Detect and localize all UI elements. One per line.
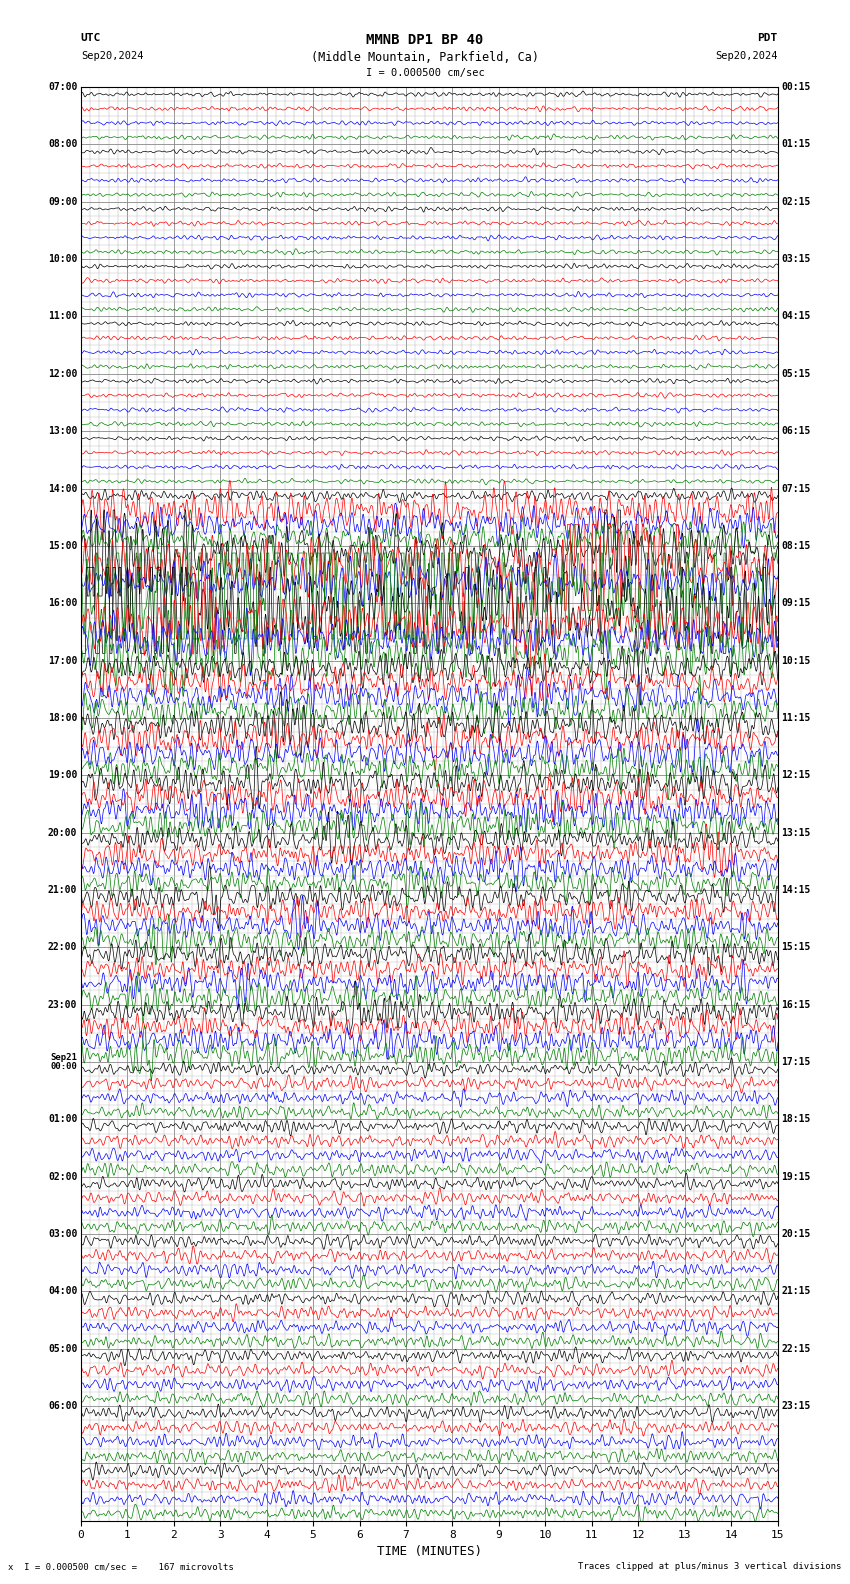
Text: I = 0.000500 cm/sec: I = 0.000500 cm/sec — [366, 68, 484, 78]
Text: 16:15: 16:15 — [781, 1000, 811, 1009]
Text: 02:00: 02:00 — [48, 1172, 77, 1182]
Text: 05:00: 05:00 — [48, 1343, 77, 1354]
Text: x  I = 0.000500 cm/sec =    167 microvolts: x I = 0.000500 cm/sec = 167 microvolts — [8, 1562, 235, 1571]
Text: Sep20,2024: Sep20,2024 — [81, 51, 144, 60]
Text: 21:15: 21:15 — [781, 1286, 811, 1296]
Text: 09:00: 09:00 — [48, 196, 77, 208]
Text: 23:15: 23:15 — [781, 1400, 811, 1411]
Text: 18:15: 18:15 — [781, 1114, 811, 1125]
Text: 12:15: 12:15 — [781, 770, 811, 781]
Text: 06:00: 06:00 — [48, 1400, 77, 1411]
Text: 15:00: 15:00 — [48, 540, 77, 551]
Text: 08:00: 08:00 — [48, 139, 77, 149]
Text: UTC: UTC — [81, 33, 101, 43]
Text: 23:00: 23:00 — [48, 1000, 77, 1009]
Text: Sep20,2024: Sep20,2024 — [715, 51, 778, 60]
Text: 14:15: 14:15 — [781, 885, 811, 895]
Text: 22:00: 22:00 — [48, 942, 77, 952]
Text: 15:15: 15:15 — [781, 942, 811, 952]
Text: MMNB DP1 BP 40: MMNB DP1 BP 40 — [366, 33, 484, 48]
Text: 06:15: 06:15 — [781, 426, 811, 436]
Text: 01:00: 01:00 — [48, 1114, 77, 1125]
Text: 03:00: 03:00 — [48, 1229, 77, 1239]
Text: 08:15: 08:15 — [781, 540, 811, 551]
Text: 14:00: 14:00 — [48, 483, 77, 494]
Text: Traces clipped at plus/minus 3 vertical divisions: Traces clipped at plus/minus 3 vertical … — [578, 1562, 842, 1571]
Text: 12:00: 12:00 — [48, 369, 77, 379]
Text: 11:15: 11:15 — [781, 713, 811, 722]
Text: 04:15: 04:15 — [781, 312, 811, 322]
Text: 13:00: 13:00 — [48, 426, 77, 436]
Text: 05:15: 05:15 — [781, 369, 811, 379]
Text: 21:00: 21:00 — [48, 885, 77, 895]
Text: 18:00: 18:00 — [48, 713, 77, 722]
Text: 07:00: 07:00 — [48, 82, 77, 92]
Text: 07:15: 07:15 — [781, 483, 811, 494]
Text: 03:15: 03:15 — [781, 253, 811, 265]
Text: 22:15: 22:15 — [781, 1343, 811, 1354]
Text: 20:00: 20:00 — [48, 827, 77, 838]
Text: 00:15: 00:15 — [781, 82, 811, 92]
X-axis label: TIME (MINUTES): TIME (MINUTES) — [377, 1544, 482, 1557]
Text: Sep21: Sep21 — [50, 1053, 77, 1061]
Text: 13:15: 13:15 — [781, 827, 811, 838]
Text: 17:15: 17:15 — [781, 1057, 811, 1068]
Text: 10:15: 10:15 — [781, 656, 811, 665]
Text: 19:15: 19:15 — [781, 1172, 811, 1182]
Text: 17:00: 17:00 — [48, 656, 77, 665]
Text: 00:00: 00:00 — [50, 1061, 77, 1071]
Text: 11:00: 11:00 — [48, 312, 77, 322]
Text: (Middle Mountain, Parkfield, Ca): (Middle Mountain, Parkfield, Ca) — [311, 51, 539, 63]
Text: 02:15: 02:15 — [781, 196, 811, 208]
Text: PDT: PDT — [757, 33, 778, 43]
Text: 20:15: 20:15 — [781, 1229, 811, 1239]
Text: 16:00: 16:00 — [48, 599, 77, 608]
Text: 01:15: 01:15 — [781, 139, 811, 149]
Text: 19:00: 19:00 — [48, 770, 77, 781]
Text: 04:00: 04:00 — [48, 1286, 77, 1296]
Text: 10:00: 10:00 — [48, 253, 77, 265]
Text: 09:15: 09:15 — [781, 599, 811, 608]
